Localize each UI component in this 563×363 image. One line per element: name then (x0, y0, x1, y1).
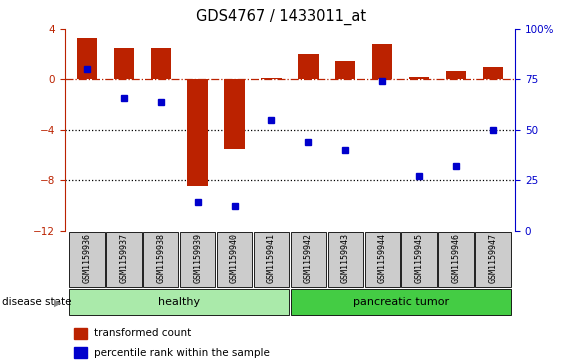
Text: GSM1159943: GSM1159943 (341, 233, 350, 284)
Bar (298, 54, 319, 79)
Bar (409, 77, 430, 79)
Text: ▶: ▶ (54, 297, 61, 307)
FancyBboxPatch shape (217, 232, 252, 287)
Bar (74, 328, 87, 339)
FancyBboxPatch shape (106, 232, 141, 287)
Bar (74, 347, 87, 358)
Bar (225, 79, 245, 149)
Text: GDS4767 / 1433011_at: GDS4767 / 1433011_at (196, 9, 367, 25)
Text: transformed count: transformed count (94, 329, 191, 338)
Text: pancreatic tumor: pancreatic tumor (352, 297, 449, 307)
FancyBboxPatch shape (69, 289, 289, 315)
Text: GSM1159947: GSM1159947 (489, 233, 498, 284)
Text: GSM1159937: GSM1159937 (119, 233, 128, 284)
FancyBboxPatch shape (69, 232, 105, 287)
Text: GSM1159941: GSM1159941 (267, 233, 276, 284)
Text: GSM1159942: GSM1159942 (304, 233, 313, 284)
Bar (114, 48, 134, 79)
FancyBboxPatch shape (328, 232, 363, 287)
Bar (77, 38, 97, 79)
Text: percentile rank within the sample: percentile rank within the sample (94, 348, 270, 358)
Text: GSM1159945: GSM1159945 (415, 233, 424, 284)
FancyBboxPatch shape (291, 289, 511, 315)
Bar (372, 44, 392, 79)
Bar (483, 67, 503, 79)
FancyBboxPatch shape (291, 232, 326, 287)
Text: healthy: healthy (158, 297, 200, 307)
Bar (446, 70, 466, 79)
Bar (335, 61, 355, 79)
Bar (187, 79, 208, 187)
FancyBboxPatch shape (401, 232, 437, 287)
FancyBboxPatch shape (475, 232, 511, 287)
Text: GSM1159946: GSM1159946 (452, 233, 461, 284)
Bar (150, 48, 171, 79)
Text: disease state: disease state (2, 297, 71, 307)
Text: GSM1159939: GSM1159939 (193, 233, 202, 284)
Text: GSM1159938: GSM1159938 (156, 233, 165, 284)
Text: GSM1159940: GSM1159940 (230, 233, 239, 284)
Text: GSM1159944: GSM1159944 (378, 233, 387, 284)
FancyBboxPatch shape (143, 232, 178, 287)
FancyBboxPatch shape (254, 232, 289, 287)
Text: GSM1159936: GSM1159936 (82, 233, 91, 284)
FancyBboxPatch shape (439, 232, 474, 287)
Bar (261, 78, 282, 79)
FancyBboxPatch shape (180, 232, 216, 287)
FancyBboxPatch shape (364, 232, 400, 287)
